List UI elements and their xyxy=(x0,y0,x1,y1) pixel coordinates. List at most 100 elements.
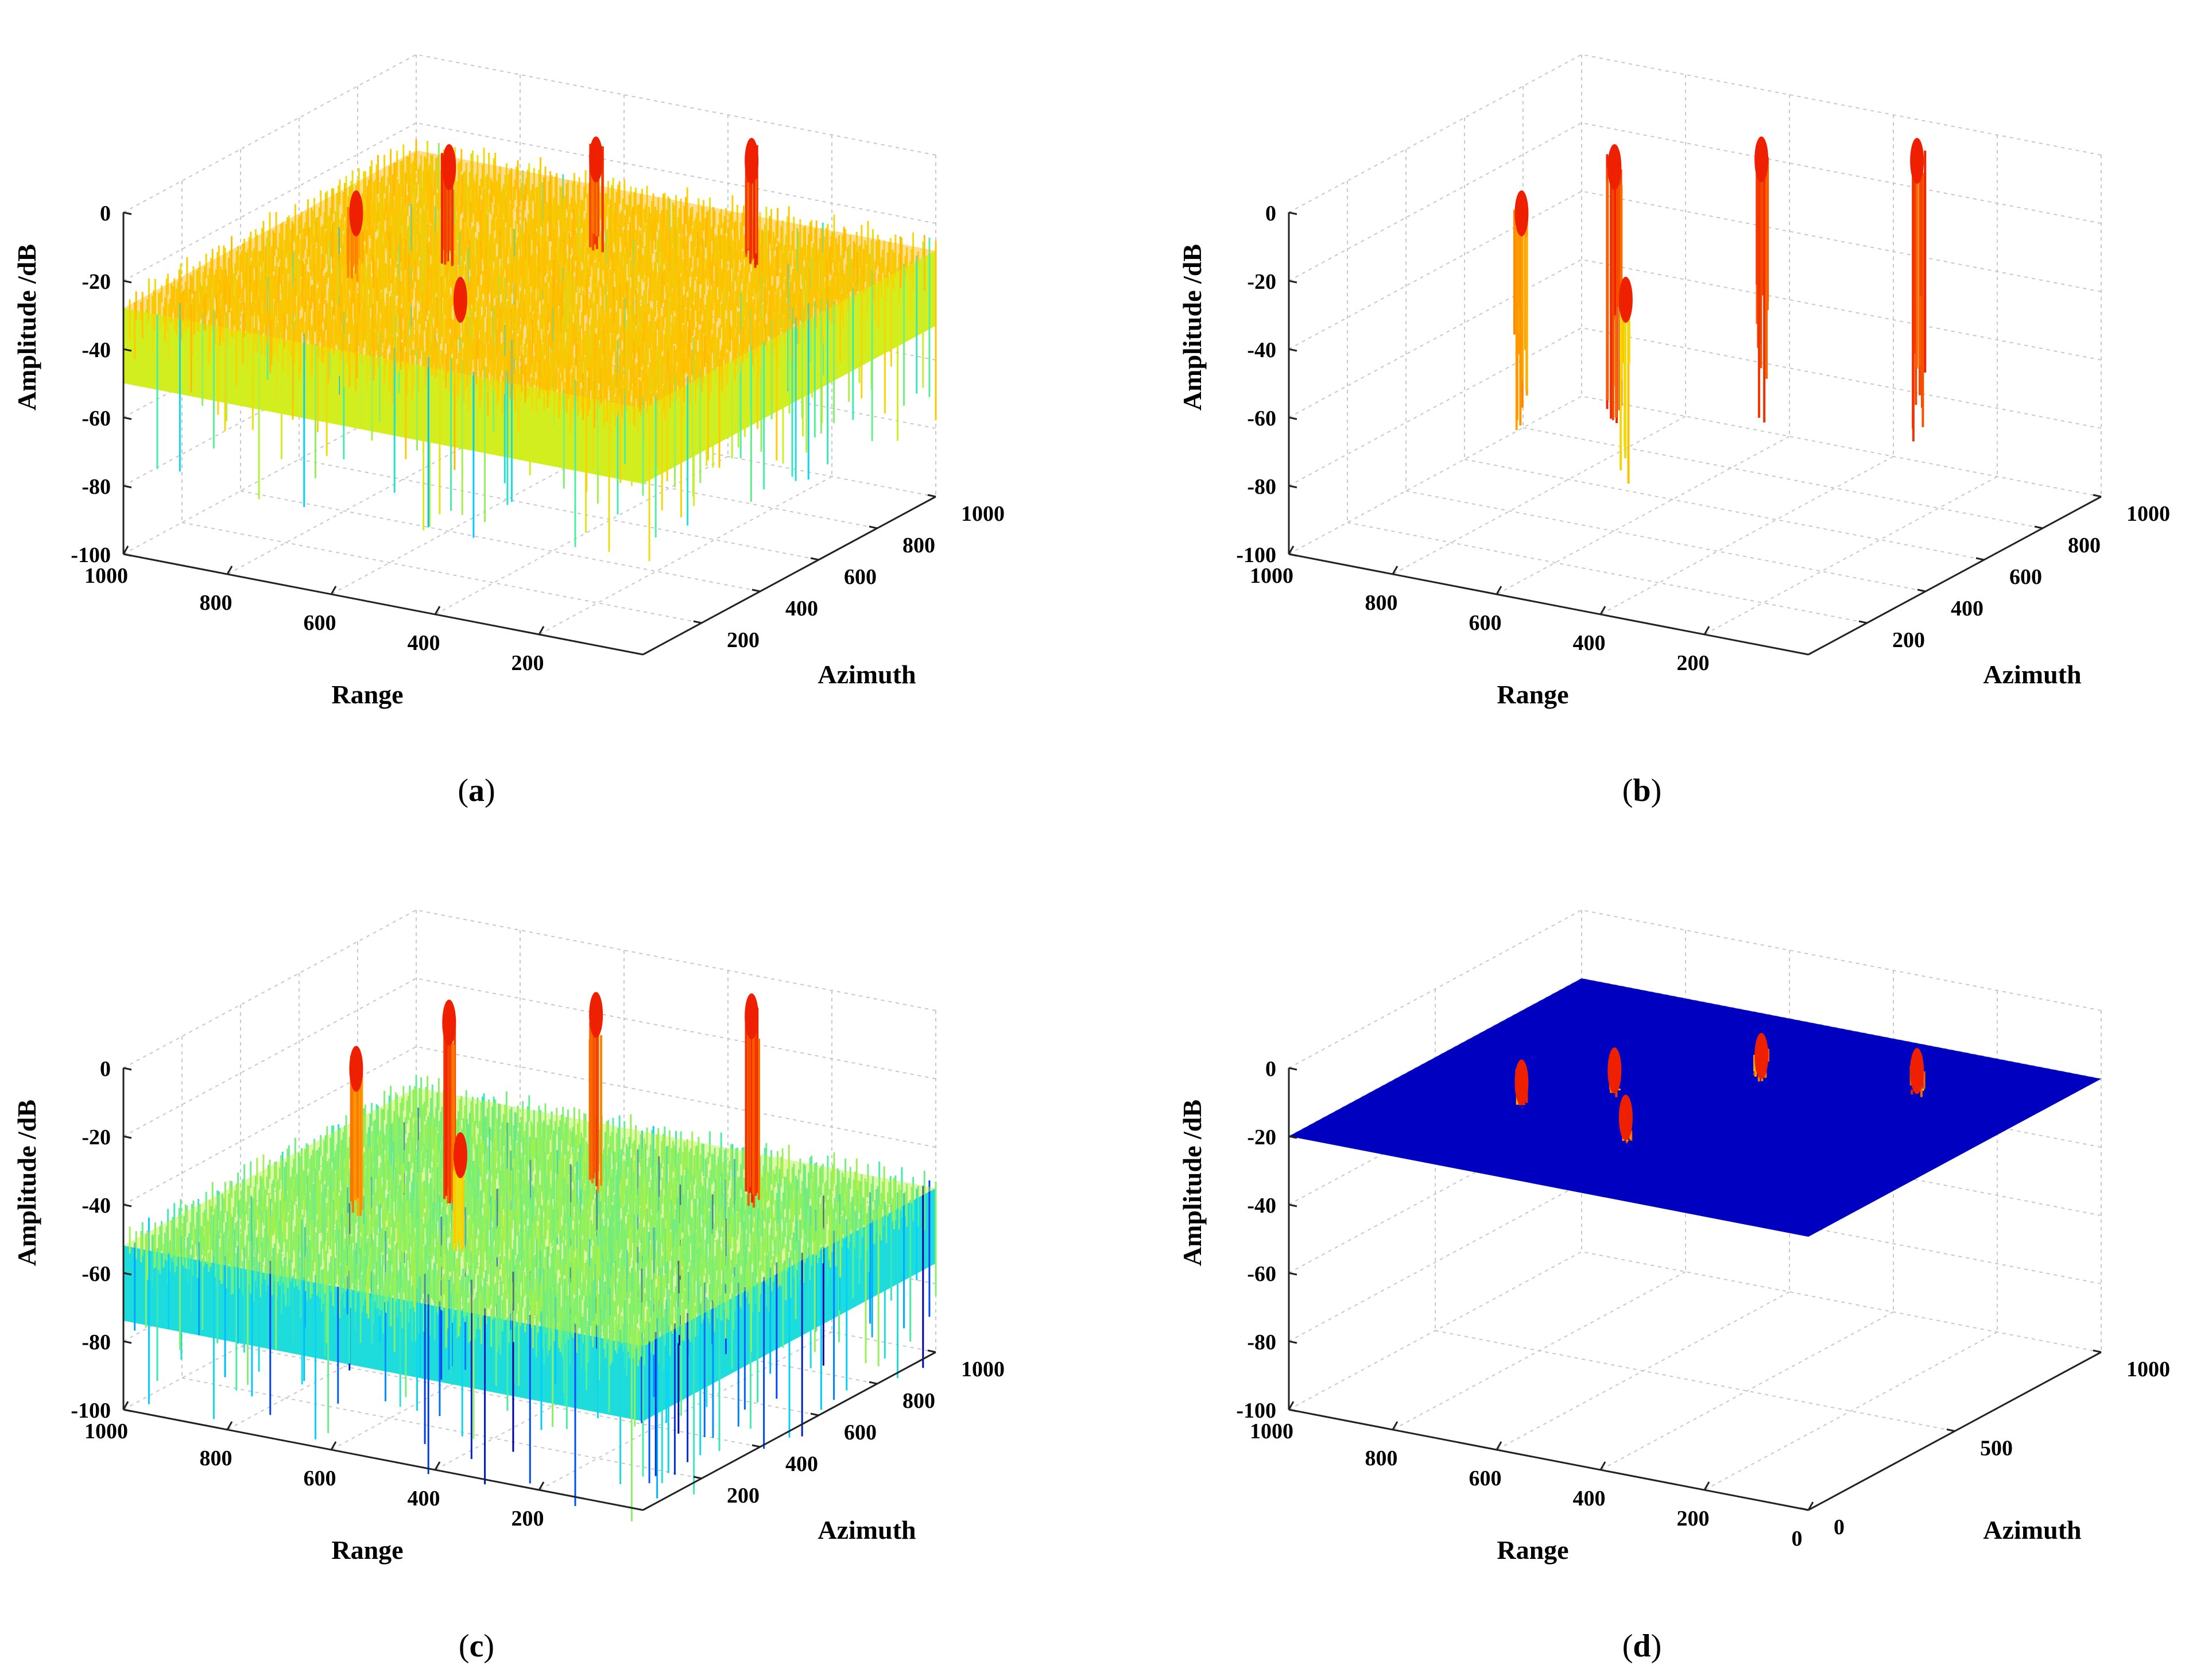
range-tick-label: 800 xyxy=(200,1446,233,1470)
z-tick-label: -20 xyxy=(1247,1125,1276,1149)
z-tick xyxy=(123,1410,131,1411)
z-tick-label: -40 xyxy=(1247,338,1276,362)
azimuth-tick-label: 400 xyxy=(785,1452,818,1476)
caption-letter: b xyxy=(1633,773,1651,808)
grid-line xyxy=(1289,123,2101,281)
range-tick-label: 600 xyxy=(1469,1466,1502,1491)
target-peak xyxy=(1619,277,1633,323)
grid-line xyxy=(1289,191,2101,349)
grid-line xyxy=(1289,55,2101,212)
azimuth-tick-label: 800 xyxy=(2068,533,2101,558)
azimuth-tick xyxy=(1917,590,1926,591)
z-tick-label: -20 xyxy=(1247,270,1276,294)
target-peak xyxy=(1619,1095,1633,1141)
z-tick xyxy=(1289,349,1297,351)
azimuth-tick xyxy=(694,621,702,623)
azimuth-tick-label: 500 xyxy=(1980,1437,2013,1461)
azimuth-tick xyxy=(1800,1508,1808,1510)
z-tick-label: -60 xyxy=(1247,407,1276,431)
azimuth-tick-label: 0 xyxy=(1834,1515,1845,1539)
range-tick-label: 600 xyxy=(304,1466,336,1491)
z-tick-label: 0 xyxy=(100,202,111,226)
range-tick-label: 600 xyxy=(304,611,336,635)
grid-line xyxy=(241,491,760,591)
z-tick-label: 0 xyxy=(1265,202,1276,226)
range-tick-label: 200 xyxy=(1677,651,1710,675)
caption-paren: ) xyxy=(1651,773,1662,808)
grid-line xyxy=(299,459,819,560)
azimuth-tick-label: 1000 xyxy=(961,1357,1005,1381)
z-tick-label: -60 xyxy=(82,1262,111,1286)
azimuth-tick xyxy=(2093,1350,2101,1352)
azimuth-tick xyxy=(1947,1430,1955,1431)
azimuth-tick xyxy=(928,1350,936,1352)
range-tick-label: 600 xyxy=(1469,611,1502,635)
caption-paren: ) xyxy=(485,773,495,808)
caption-paren: ( xyxy=(1622,773,1633,808)
azimuth-tick-label: 200 xyxy=(727,628,760,652)
targets xyxy=(1514,137,1925,484)
grid-line xyxy=(1435,1331,1955,1431)
range-tick-label: 200 xyxy=(512,1507,544,1531)
range-tick-label: 400 xyxy=(1573,631,1606,655)
z-tick-label: -60 xyxy=(1247,1262,1276,1286)
z-tick-label: -40 xyxy=(82,1194,111,1218)
z-tick-label: -80 xyxy=(82,475,111,499)
azimuth-tick-label: 1000 xyxy=(2126,1357,2170,1381)
grid-line xyxy=(1406,491,1926,591)
target-peak xyxy=(454,277,467,323)
z-tick xyxy=(123,1136,131,1138)
z-tick xyxy=(123,1205,131,1206)
z-tick xyxy=(123,554,131,556)
azimuth-tick-label: 600 xyxy=(844,1420,877,1445)
target-peak xyxy=(349,1046,363,1092)
panel-a: 0-20-40-60-80-10010008006004002002004006… xyxy=(12,55,1005,808)
grid-line xyxy=(435,456,728,614)
range-tick-label: 1000 xyxy=(1250,564,1293,588)
azimuth-tick-label: 600 xyxy=(844,565,877,589)
z-tick xyxy=(1289,281,1297,282)
grid xyxy=(1289,55,2101,634)
range-axis-label: Range xyxy=(1497,680,1568,709)
grid-line xyxy=(182,522,702,623)
panel-c: 0-20-40-60-80-10010008006004002002004006… xyxy=(12,910,1005,1664)
azimuth-tick-label: 800 xyxy=(902,533,935,558)
caption-letter: c xyxy=(470,1628,484,1664)
target-peak xyxy=(745,138,758,184)
z-tick xyxy=(1289,1341,1297,1343)
grid-line xyxy=(1289,396,2101,554)
z-tick-label: -80 xyxy=(82,1330,111,1354)
target-peak xyxy=(589,992,603,1038)
range-tick-label: 1000 xyxy=(84,564,128,588)
z-tick xyxy=(123,212,131,214)
azimuth-tick xyxy=(2035,527,2043,528)
target-peak xyxy=(442,1000,456,1046)
azimuth-tick xyxy=(928,495,936,497)
z-tick xyxy=(1289,417,1297,419)
azimuth-tick-label: 400 xyxy=(1951,597,1983,621)
azimuth-tick-label: 200 xyxy=(1892,628,1925,652)
z-tick-label: -60 xyxy=(82,407,111,431)
azimuth-tick xyxy=(811,1414,819,1415)
caption-letter: a xyxy=(468,773,485,808)
z-tick-label: -20 xyxy=(82,270,111,294)
panel-b: 0-20-40-60-80-10010008006004002002004006… xyxy=(1177,55,2170,808)
surface-plane xyxy=(1289,978,2101,1237)
target-peak xyxy=(589,137,603,183)
z-tick xyxy=(1289,1205,1297,1206)
panel-caption: (b) xyxy=(1622,773,1661,808)
range-axis-label: Range xyxy=(331,680,403,709)
target-peak xyxy=(1910,1048,1924,1094)
azimuth-tick xyxy=(811,558,819,560)
z-axis-label: Amplitude /dB xyxy=(1177,1100,1207,1266)
z-tick xyxy=(1289,1068,1297,1070)
z-axis-label: Amplitude /dB xyxy=(1177,244,1207,411)
grid-line xyxy=(1704,1332,1997,1490)
z-axis-label: Amplitude /dB xyxy=(12,1100,41,1266)
z-tick xyxy=(123,417,131,419)
z-tick xyxy=(123,1068,131,1070)
target-peak xyxy=(1514,1059,1528,1105)
caption-paren: ( xyxy=(458,773,468,808)
